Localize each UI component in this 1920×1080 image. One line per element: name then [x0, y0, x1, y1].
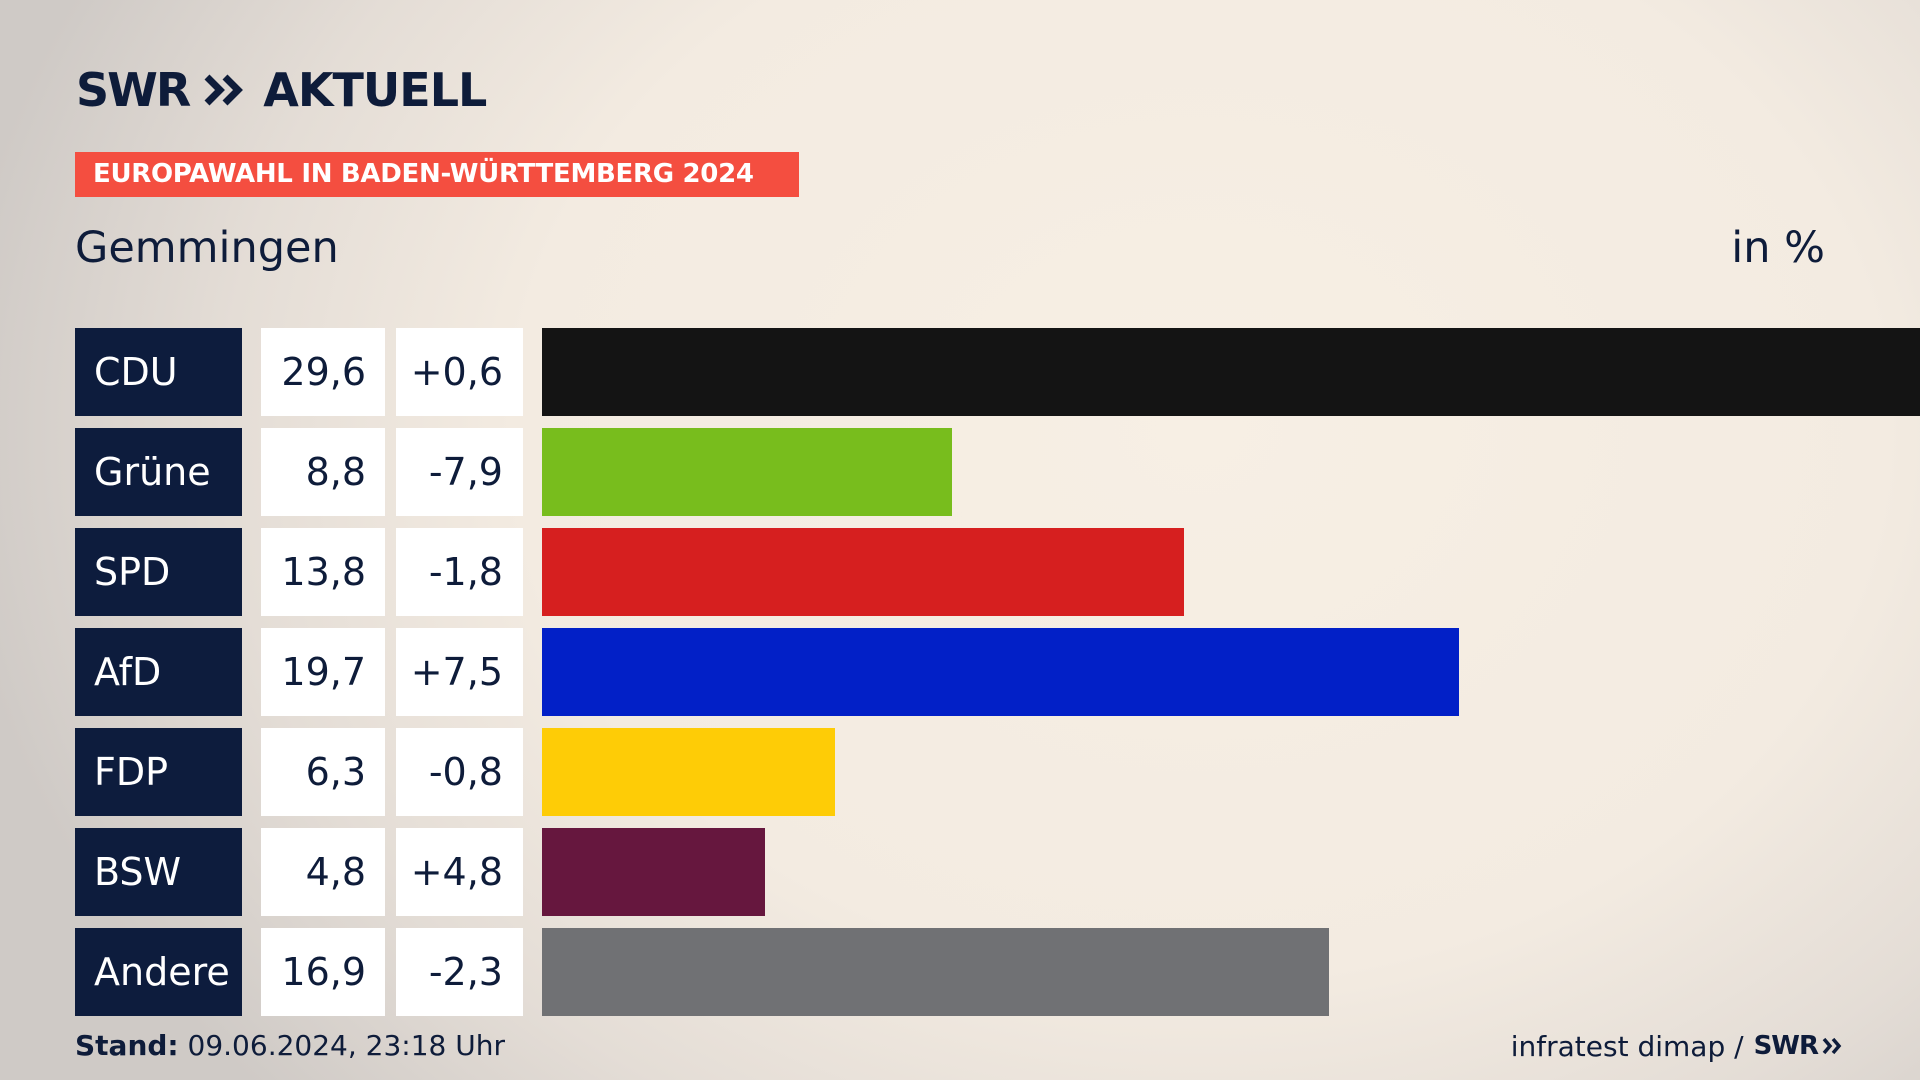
swr-small-logo-text: SWR	[1753, 1031, 1819, 1061]
timestamp-label: Stand:	[75, 1029, 179, 1062]
swr-aktuell-logo: SWR AKTUELL	[76, 63, 487, 117]
chart-row: CDU 29,6 +0,6	[75, 328, 1920, 416]
party-label: SPD	[75, 528, 242, 616]
party-label: BSW	[75, 828, 242, 916]
chart-row: AfD 19,7 +7,5	[75, 628, 1845, 716]
value-label: 16,9	[261, 928, 385, 1016]
swr-logo-text: SWR	[76, 63, 191, 117]
result-bar	[542, 728, 835, 816]
source-text: infratest dimap /	[1510, 1029, 1744, 1063]
value-label: 8,8	[261, 428, 385, 516]
timestamp-value: 09.06.2024, 23:18 Uhr	[187, 1029, 505, 1062]
chart-row: Grüne 8,8 -7,9	[75, 428, 1845, 516]
diff-label: -1,8	[396, 528, 523, 616]
place-title: Gemmingen	[75, 223, 339, 273]
chart-row: FDP 6,3 -0,8	[75, 728, 1845, 816]
small-double-chevron-icon	[1822, 1037, 1842, 1055]
result-bar	[542, 628, 1459, 716]
timestamp: Stand: 09.06.2024, 23:18 Uhr	[75, 1028, 505, 1064]
value-label: 6,3	[261, 728, 385, 816]
value-label: 4,8	[261, 828, 385, 916]
aktuell-logo-text: AKTUELL	[263, 63, 487, 117]
chart-row: Andere 16,9 -2,3	[75, 928, 1845, 1016]
party-label: Andere	[75, 928, 242, 1016]
double-chevron-icon	[204, 74, 244, 106]
party-label: AfD	[75, 628, 242, 716]
party-label: Grüne	[75, 428, 242, 516]
result-bar	[542, 428, 952, 516]
chart-row: BSW 4,8 +4,8	[75, 828, 1845, 916]
value-label: 19,7	[261, 628, 385, 716]
diff-label: -2,3	[396, 928, 523, 1016]
diff-label: +0,6	[396, 328, 523, 416]
diff-label: +4,8	[396, 828, 523, 916]
diff-label: -0,8	[396, 728, 523, 816]
source-credit: infratest dimap / SWR	[1511, 1028, 1844, 1064]
chart-row: SPD 13,8 -1,8	[75, 528, 1845, 616]
diff-label: -7,9	[396, 428, 523, 516]
diff-label: +7,5	[396, 628, 523, 716]
result-bar	[542, 928, 1329, 1016]
result-bar	[542, 328, 1920, 416]
unit-label: in %	[1731, 223, 1825, 273]
election-banner: EUROPAWAHL IN BADEN-WÜRTTEMBERG 2024	[75, 152, 799, 197]
result-bar	[542, 528, 1184, 616]
value-label: 13,8	[261, 528, 385, 616]
value-label: 29,6	[261, 328, 385, 416]
party-label: CDU	[75, 328, 242, 416]
party-label: FDP	[75, 728, 242, 816]
result-bar	[542, 828, 765, 916]
